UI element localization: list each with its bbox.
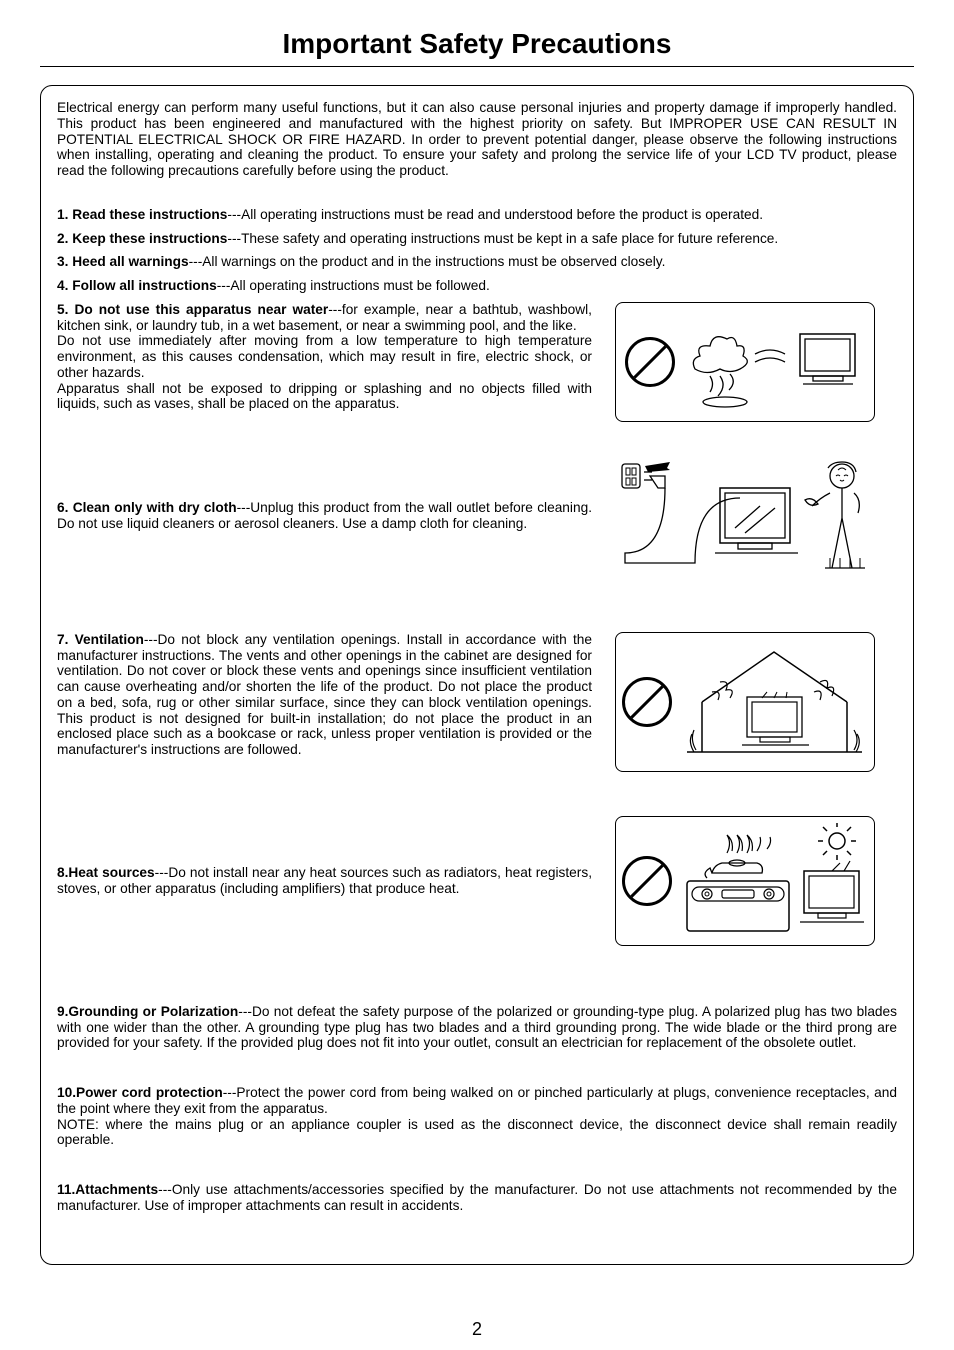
item-8: 8.Heat sources---Do not install near any… bbox=[57, 865, 592, 897]
intro-text: Electrical energy can perform many usefu… bbox=[57, 100, 897, 179]
figure-ventilation bbox=[615, 632, 875, 772]
title-rule bbox=[40, 66, 914, 67]
page-number: 2 bbox=[0, 1319, 954, 1340]
water-steam-tv-icon bbox=[685, 314, 865, 410]
figure-water bbox=[615, 302, 875, 422]
prohibit-icon bbox=[622, 856, 672, 906]
page-title: Important Safety Precautions bbox=[40, 28, 914, 60]
item-5: 5. Do not use this apparatus near water-… bbox=[57, 302, 592, 412]
cleaning-tv-icon bbox=[620, 458, 870, 573]
item-1: 1. Read these instructions---All operati… bbox=[57, 207, 897, 223]
ventilation-tv-icon bbox=[682, 642, 867, 762]
figure-heat bbox=[615, 816, 875, 946]
prohibit-icon bbox=[622, 677, 672, 727]
item-9: 9.Grounding or Polarization---Do not def… bbox=[57, 1004, 897, 1051]
item-7: 7. Ventilation---Do not block any ventil… bbox=[57, 632, 592, 758]
figure-cleaning bbox=[615, 456, 875, 576]
heat-source-tv-icon bbox=[682, 823, 867, 938]
item-2: 2. Keep these instructions---These safet… bbox=[57, 231, 897, 247]
item-10: 10.Power cord protection---Protect the p… bbox=[57, 1085, 897, 1148]
prohibit-icon bbox=[625, 337, 675, 387]
item-4: 4. Follow all instructions---All operati… bbox=[57, 278, 897, 294]
item-3: 3. Heed all warnings---All warnings on t… bbox=[57, 254, 897, 270]
item-6: 6. Clean only with dry cloth---Unplug th… bbox=[57, 500, 592, 532]
item-11: 11.Attachments---Only use attachments/ac… bbox=[57, 1182, 897, 1214]
content-frame: Electrical energy can perform many usefu… bbox=[40, 85, 914, 1265]
